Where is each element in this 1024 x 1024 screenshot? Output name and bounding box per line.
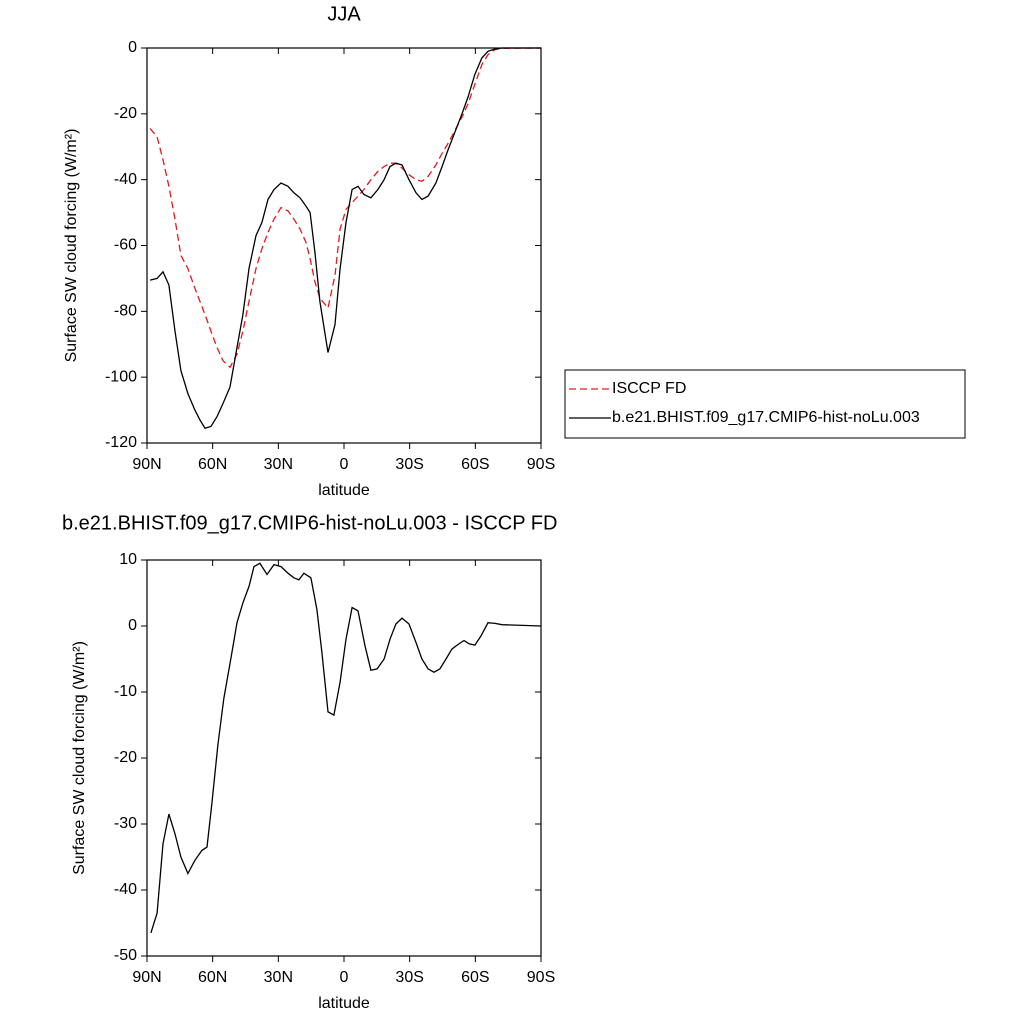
x-tick-label: 60N <box>198 969 227 986</box>
y-tick-label: 0 <box>128 39 137 56</box>
x-axis-label: latitude <box>318 482 370 499</box>
data-line <box>149 47 541 429</box>
y-tick-label: -40 <box>114 171 137 188</box>
y-tick-label: -80 <box>114 303 137 320</box>
data-line <box>150 562 542 934</box>
x-tick-label: 60N <box>198 456 227 473</box>
data-line <box>149 47 542 369</box>
y-tick-label: -30 <box>114 815 137 832</box>
y-tick-label: -20 <box>114 105 137 122</box>
y-tick-label: -120 <box>105 434 137 451</box>
y-tick-label: 0 <box>128 617 137 634</box>
x-tick-label: 0 <box>340 969 349 986</box>
y-tick-label: 10 <box>119 551 137 568</box>
plot-frame <box>146 47 542 444</box>
y-tick-label: -40 <box>114 881 137 898</box>
legend-label: b.e21.BHIST.f09_g17.CMIP6-hist-noLu.003 <box>612 409 920 426</box>
x-tick-label: 30N <box>264 456 293 473</box>
x-tick-label: 90N <box>132 969 161 986</box>
x-tick-label: 30S <box>395 456 423 473</box>
x-tick-label: 90N <box>132 456 161 473</box>
x-tick-label: 90S <box>527 969 555 986</box>
plot-frame <box>146 559 542 957</box>
x-tick-label: 30N <box>264 969 293 986</box>
x-axis-label: latitude <box>318 995 370 1012</box>
legend-box <box>564 369 966 439</box>
y-tick-label: -20 <box>114 749 137 766</box>
chart-title: b.e21.BHIST.f09_g17.CMIP6-hist-noLu.003 … <box>62 512 557 534</box>
x-tick-label: 0 <box>340 456 349 473</box>
x-tick-label: 60S <box>461 969 489 986</box>
x-tick-label: 60S <box>461 456 489 473</box>
chart-title: JJA <box>327 3 361 25</box>
y-tick-label: -10 <box>114 683 137 700</box>
x-tick-label: 30S <box>395 969 423 986</box>
y-tick-label: -100 <box>105 368 137 385</box>
y-axis-label: Surface SW cloud forcing (W/m²) <box>63 129 80 363</box>
x-tick-label: 90S <box>527 456 555 473</box>
legend-label: ISCCP FD <box>612 380 686 397</box>
y-tick-label: -60 <box>114 237 137 254</box>
y-axis-label: Surface SW cloud forcing (W/m²) <box>71 641 88 875</box>
y-tick-label: -50 <box>114 947 137 964</box>
